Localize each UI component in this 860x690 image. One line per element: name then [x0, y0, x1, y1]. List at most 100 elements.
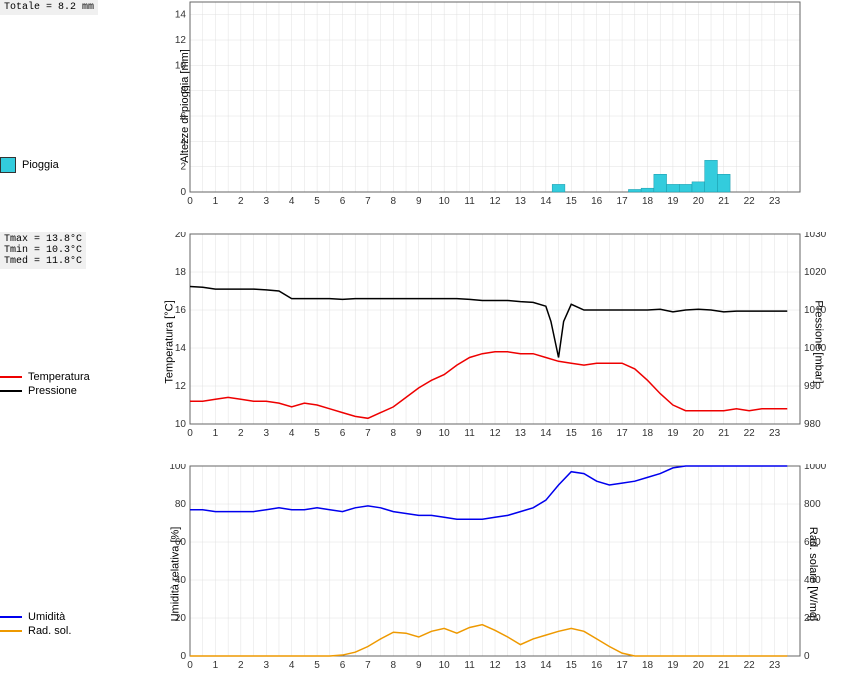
svg-text:40: 40: [175, 575, 187, 586]
svg-text:5: 5: [314, 660, 320, 671]
svg-text:12: 12: [489, 196, 501, 207]
svg-text:19: 19: [667, 428, 679, 439]
svg-text:0: 0: [180, 187, 186, 198]
svg-text:14: 14: [540, 660, 552, 671]
svg-text:23: 23: [769, 660, 781, 671]
svg-text:1030: 1030: [804, 232, 827, 240]
chart2: 0123456789101112131415161718192021222310…: [160, 232, 830, 444]
svg-text:12: 12: [175, 35, 187, 46]
pioggia-label: Pioggia: [22, 159, 59, 171]
svg-text:11: 11: [464, 660, 475, 671]
svg-text:2: 2: [238, 196, 244, 207]
svg-text:6: 6: [340, 428, 346, 439]
humid-swatch: [0, 616, 22, 618]
svg-text:400: 400: [804, 575, 821, 586]
svg-text:800: 800: [804, 499, 821, 510]
svg-text:14: 14: [175, 10, 187, 21]
svg-text:9: 9: [416, 428, 422, 439]
svg-text:4: 4: [289, 660, 295, 671]
svg-text:12: 12: [175, 381, 187, 392]
svg-text:200: 200: [804, 613, 821, 624]
temp-swatch: [0, 376, 22, 378]
legend-umidita: Umidità: [0, 611, 120, 623]
legend-pressione: Pressione: [0, 385, 120, 397]
temp-info: Tmax = 13.8°C Tmin = 10.3°C Tmed = 11.8°…: [0, 232, 86, 269]
svg-text:1000: 1000: [804, 464, 827, 472]
svg-text:21: 21: [718, 196, 730, 207]
svg-text:600: 600: [804, 537, 821, 548]
svg-text:21: 21: [718, 428, 730, 439]
svg-text:6: 6: [180, 111, 186, 122]
svg-text:21: 21: [718, 660, 730, 671]
svg-text:10: 10: [439, 660, 451, 671]
svg-text:8: 8: [391, 428, 397, 439]
svg-text:16: 16: [591, 428, 603, 439]
svg-text:0: 0: [187, 196, 193, 207]
svg-text:15: 15: [566, 428, 578, 439]
svg-text:10: 10: [439, 196, 451, 207]
svg-text:990: 990: [804, 381, 821, 392]
svg-text:22: 22: [744, 428, 756, 439]
svg-text:0: 0: [180, 651, 186, 662]
svg-text:14: 14: [540, 196, 552, 207]
svg-text:14: 14: [175, 343, 187, 354]
svg-text:20: 20: [693, 196, 705, 207]
svg-text:19: 19: [667, 196, 679, 207]
svg-text:0: 0: [187, 428, 193, 439]
svg-text:8: 8: [391, 196, 397, 207]
svg-text:13: 13: [515, 196, 527, 207]
svg-text:1: 1: [213, 428, 219, 439]
rad-label: Rad. sol.: [28, 625, 71, 637]
svg-text:8: 8: [180, 86, 186, 97]
svg-text:11: 11: [464, 428, 475, 439]
temp-label: Temperatura: [28, 371, 90, 383]
svg-text:12: 12: [489, 428, 501, 439]
svg-text:23: 23: [769, 428, 781, 439]
svg-text:10: 10: [175, 419, 187, 430]
svg-text:18: 18: [642, 660, 654, 671]
svg-text:8: 8: [391, 660, 397, 671]
svg-text:6: 6: [340, 196, 346, 207]
press-swatch: [0, 390, 22, 392]
svg-text:14: 14: [540, 428, 552, 439]
svg-text:23: 23: [769, 196, 781, 207]
svg-text:12: 12: [489, 660, 501, 671]
chart2-legend: Tmax = 13.8°C Tmin = 10.3°C Tmed = 11.8°…: [0, 232, 120, 399]
legend-radsol: Rad. sol.: [0, 625, 120, 637]
svg-text:980: 980: [804, 419, 821, 430]
svg-text:22: 22: [744, 660, 756, 671]
svg-text:17: 17: [617, 660, 629, 671]
svg-text:1: 1: [213, 196, 219, 207]
tmin: Tmin = 10.3°C: [4, 245, 82, 256]
svg-text:20: 20: [175, 232, 187, 240]
svg-text:20: 20: [693, 428, 705, 439]
svg-text:6: 6: [340, 660, 346, 671]
svg-text:3: 3: [263, 660, 269, 671]
svg-text:10: 10: [175, 60, 187, 71]
rain-total-info: Totale = 8.2 mm: [0, 0, 98, 15]
svg-text:18: 18: [642, 196, 654, 207]
svg-text:18: 18: [642, 428, 654, 439]
svg-text:19: 19: [667, 660, 679, 671]
svg-text:2: 2: [238, 428, 244, 439]
legend-pioggia: Pioggia: [0, 157, 120, 173]
svg-text:4: 4: [289, 428, 295, 439]
tmed: Tmed = 11.8°C: [4, 256, 82, 267]
svg-text:15: 15: [566, 660, 578, 671]
svg-text:20: 20: [693, 660, 705, 671]
svg-text:60: 60: [175, 537, 187, 548]
chart3: 0123456789101112131415161718192021222302…: [160, 464, 830, 676]
svg-text:10: 10: [439, 428, 451, 439]
svg-text:7: 7: [365, 196, 371, 207]
press-label: Pressione: [28, 385, 77, 397]
pioggia-swatch: [0, 157, 16, 173]
humid-label: Umidità: [28, 611, 65, 623]
svg-text:13: 13: [515, 660, 527, 671]
svg-text:5: 5: [314, 196, 320, 207]
svg-text:2: 2: [180, 162, 186, 173]
svg-text:15: 15: [566, 196, 578, 207]
svg-text:9: 9: [416, 660, 422, 671]
svg-text:20: 20: [175, 613, 187, 624]
charts-container: Totale = 8.2 mm Pioggia Altezze di piogg…: [0, 0, 860, 690]
svg-text:17: 17: [617, 196, 629, 207]
